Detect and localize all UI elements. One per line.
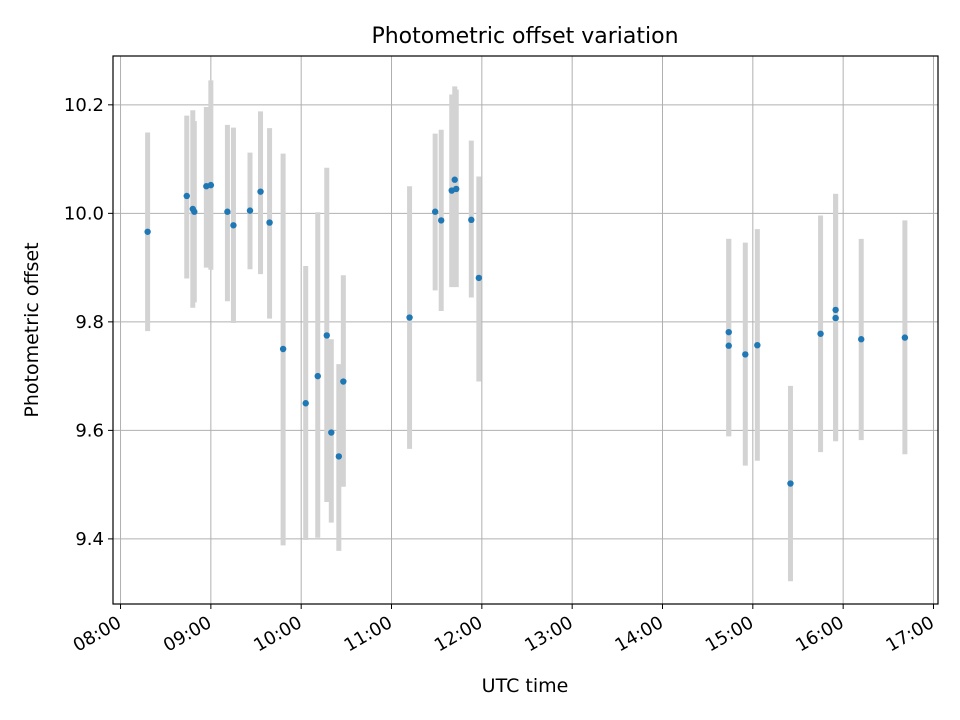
grid-lines (113, 56, 938, 604)
data-point (335, 453, 343, 460)
y-tick-label: 10.2 (64, 95, 104, 116)
y-tick-label: 10.0 (64, 203, 104, 224)
data-point (257, 188, 264, 195)
chart-title: Photometric offset variation (371, 24, 678, 49)
data-point (901, 334, 909, 341)
data-point (340, 378, 347, 385)
data-points (144, 176, 909, 487)
data-point (230, 222, 237, 229)
data-point (817, 330, 824, 337)
data-point (858, 336, 865, 343)
x-tick-label: 10:00 (250, 612, 305, 656)
data-point (207, 181, 215, 189)
x-tick-label: 17:00 (883, 612, 938, 656)
x-tick-label: 15:00 (702, 612, 757, 656)
x-axis-ticks: 08:00 09:00 10:00 11:00 12:00 13:00 14:00 15:00… (70, 604, 938, 656)
y-tick-label: 9.4 (75, 529, 104, 550)
x-tick-label: 12:00 (431, 612, 486, 656)
data-point (406, 314, 413, 321)
x-tick-label: 09:00 (160, 612, 215, 656)
data-point (246, 207, 254, 214)
data-point (328, 429, 335, 436)
data-point (431, 208, 439, 215)
data-point (453, 185, 460, 193)
y-axis-ticks: 9.4 9.6 9.8 10.0 10.2 (64, 95, 113, 550)
data-point (832, 314, 839, 322)
data-point (832, 306, 839, 314)
x-tick-label: 13:00 (521, 612, 576, 656)
y-tick-label: 9.8 (75, 312, 104, 333)
data-point (725, 328, 732, 336)
data-point (279, 345, 287, 353)
data-point (742, 351, 749, 358)
x-tick-label: 08:00 (70, 612, 125, 656)
data-point (224, 208, 231, 215)
data-point (725, 342, 732, 349)
y-tick-label: 9.6 (75, 420, 104, 441)
x-tick-label: 11:00 (341, 612, 396, 656)
data-point (451, 176, 458, 183)
error-bars (145, 80, 908, 582)
data-point (191, 208, 198, 215)
x-tick-label: 14:00 (612, 612, 667, 656)
data-point (144, 228, 151, 235)
data-point (468, 216, 475, 224)
y-axis-label: Photometric offset (21, 242, 43, 417)
data-point (323, 332, 330, 339)
data-point (437, 217, 445, 224)
x-tick-label: 16:00 (792, 612, 847, 656)
data-point (754, 341, 761, 349)
data-point (183, 192, 190, 200)
data-point (266, 219, 273, 226)
data-point (787, 480, 794, 487)
x-axis-label: UTC time (482, 675, 569, 697)
data-point (475, 274, 483, 282)
plot-frame (112, 55, 939, 605)
data-point (302, 400, 309, 407)
data-point (314, 372, 321, 380)
